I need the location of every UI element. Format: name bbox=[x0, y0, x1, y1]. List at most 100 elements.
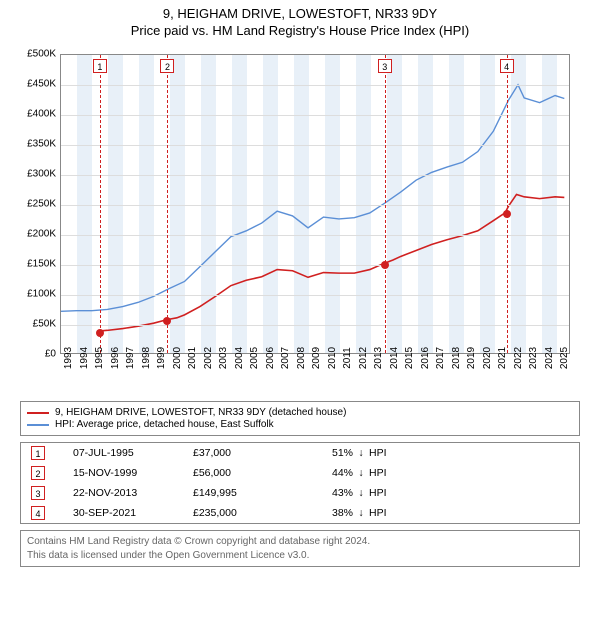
event-dot bbox=[96, 329, 104, 337]
row-badge: 2 bbox=[31, 466, 45, 480]
x-tick-label: 1998 bbox=[141, 347, 152, 369]
x-tick-label: 1994 bbox=[79, 347, 90, 369]
y-tick-label: £200K bbox=[27, 229, 56, 240]
x-tick-label: 2000 bbox=[172, 347, 183, 369]
table-row: 215-NOV-1999£56,00044%↓HPI bbox=[21, 463, 579, 483]
x-tick-label: 2001 bbox=[187, 347, 198, 369]
gridline bbox=[61, 175, 569, 176]
row-badge: 3 bbox=[31, 486, 45, 500]
y-tick-label: £0 bbox=[45, 349, 56, 360]
event-badge: 2 bbox=[160, 59, 174, 73]
row-price: £149,995 bbox=[193, 487, 303, 499]
x-tick-label: 1995 bbox=[94, 347, 105, 369]
event-badge: 4 bbox=[500, 59, 514, 73]
series-price_paid bbox=[100, 194, 565, 330]
y-axis: £0£50K£100K£150K£200K£250K£300K£350K£400… bbox=[20, 42, 58, 362]
x-tick-label: 2012 bbox=[358, 347, 369, 369]
row-pct: 38% bbox=[303, 507, 353, 519]
gridline bbox=[61, 325, 569, 326]
y-tick-label: £500K bbox=[27, 49, 56, 60]
chart-area: £0£50K£100K£150K£200K£250K£300K£350K£400… bbox=[20, 42, 580, 397]
y-tick-label: £400K bbox=[27, 109, 56, 120]
row-badge: 1 bbox=[31, 446, 45, 460]
x-tick-label: 2024 bbox=[544, 347, 555, 369]
down-arrow-icon: ↓ bbox=[353, 447, 369, 459]
x-tick-label: 1997 bbox=[125, 347, 136, 369]
event-dot bbox=[503, 210, 511, 218]
x-axis: 1993199419951996199719981999200020012002… bbox=[60, 356, 570, 396]
row-pct: 44% bbox=[303, 467, 353, 479]
down-arrow-icon: ↓ bbox=[353, 507, 369, 519]
footnote-line1: Contains HM Land Registry data © Crown c… bbox=[27, 535, 573, 549]
x-tick-label: 2008 bbox=[296, 347, 307, 369]
x-tick-label: 2019 bbox=[466, 347, 477, 369]
y-tick-label: £50K bbox=[33, 319, 56, 330]
row-pct: 43% bbox=[303, 487, 353, 499]
table-row: 430-SEP-2021£235,00038%↓HPI bbox=[21, 503, 579, 523]
y-tick-label: £250K bbox=[27, 199, 56, 210]
y-tick-label: £350K bbox=[27, 139, 56, 150]
legend-label: 9, HEIGHAM DRIVE, LOWESTOFT, NR33 9DY (d… bbox=[55, 407, 346, 418]
x-tick-label: 2006 bbox=[265, 347, 276, 369]
x-tick-label: 2004 bbox=[234, 347, 245, 369]
footnote-line2: This data is licensed under the Open Gov… bbox=[27, 549, 573, 563]
x-tick-label: 2017 bbox=[435, 347, 446, 369]
row-suffix: HPI bbox=[369, 487, 387, 499]
plot-area: 1 2 3 4 bbox=[60, 54, 570, 354]
row-date: 22-NOV-2013 bbox=[73, 487, 193, 499]
x-tick-label: 1999 bbox=[156, 347, 167, 369]
event-dot bbox=[381, 261, 389, 269]
x-tick-label: 2015 bbox=[404, 347, 415, 369]
chart-lines bbox=[61, 55, 569, 353]
gridline bbox=[61, 235, 569, 236]
legend-item: 9, HEIGHAM DRIVE, LOWESTOFT, NR33 9DY (d… bbox=[27, 407, 573, 418]
event-line bbox=[385, 55, 386, 353]
footnote: Contains HM Land Registry data © Crown c… bbox=[20, 530, 580, 567]
chart-title-line1: 9, HEIGHAM DRIVE, LOWESTOFT, NR33 9DY bbox=[0, 6, 600, 21]
x-tick-label: 2020 bbox=[482, 347, 493, 369]
x-tick-label: 2002 bbox=[203, 347, 214, 369]
x-tick-label: 1993 bbox=[63, 347, 74, 369]
chart-title-line2: Price paid vs. HM Land Registry's House … bbox=[0, 23, 600, 38]
x-tick-label: 2003 bbox=[218, 347, 229, 369]
x-tick-label: 2005 bbox=[249, 347, 260, 369]
series-hpi bbox=[61, 85, 564, 311]
row-date: 30-SEP-2021 bbox=[73, 507, 193, 519]
event-badge: 1 bbox=[93, 59, 107, 73]
x-tick-label: 2021 bbox=[497, 347, 508, 369]
event-badge: 3 bbox=[378, 59, 392, 73]
x-tick-label: 1996 bbox=[110, 347, 121, 369]
legend-label: HPI: Average price, detached house, East… bbox=[55, 419, 274, 430]
row-date: 07-JUL-1995 bbox=[73, 447, 193, 459]
row-pct: 51% bbox=[303, 447, 353, 459]
events-table: 107-JUL-1995£37,00051%↓HPI215-NOV-1999£5… bbox=[20, 442, 580, 524]
event-line bbox=[167, 55, 168, 353]
row-badge: 4 bbox=[31, 506, 45, 520]
y-tick-label: £450K bbox=[27, 79, 56, 90]
x-tick-label: 2007 bbox=[280, 347, 291, 369]
x-tick-label: 2014 bbox=[389, 347, 400, 369]
row-price: £37,000 bbox=[193, 447, 303, 459]
x-tick-label: 2010 bbox=[327, 347, 338, 369]
gridline bbox=[61, 115, 569, 116]
chart-title-block: 9, HEIGHAM DRIVE, LOWESTOFT, NR33 9DY Pr… bbox=[0, 0, 600, 42]
gridline bbox=[61, 265, 569, 266]
down-arrow-icon: ↓ bbox=[353, 487, 369, 499]
row-suffix: HPI bbox=[369, 447, 387, 459]
table-row: 1 07-JUL-1995£37,00051%↓HPI bbox=[21, 443, 579, 463]
gridline bbox=[61, 295, 569, 296]
legend-swatch bbox=[27, 424, 49, 426]
x-tick-label: 2013 bbox=[373, 347, 384, 369]
x-tick-label: 2022 bbox=[513, 347, 524, 369]
event-line bbox=[507, 55, 508, 353]
legend: 9, HEIGHAM DRIVE, LOWESTOFT, NR33 9DY (d… bbox=[20, 401, 580, 436]
table-row: 3 22-NOV-2013£149,99543%↓HPI bbox=[21, 483, 579, 503]
x-tick-label: 2011 bbox=[342, 347, 353, 369]
event-dot bbox=[163, 317, 171, 325]
row-date: 15-NOV-1999 bbox=[73, 467, 193, 479]
gridline bbox=[61, 85, 569, 86]
x-tick-label: 2016 bbox=[420, 347, 431, 369]
y-tick-label: £150K bbox=[27, 259, 56, 270]
down-arrow-icon: ↓ bbox=[353, 467, 369, 479]
event-line bbox=[100, 55, 101, 353]
